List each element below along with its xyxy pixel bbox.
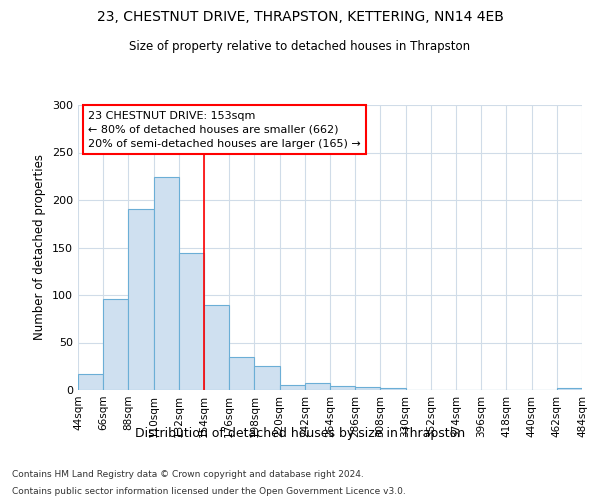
Y-axis label: Number of detached properties: Number of detached properties [34,154,46,340]
Text: 23 CHESTNUT DRIVE: 153sqm
← 80% of detached houses are smaller (662)
20% of semi: 23 CHESTNUT DRIVE: 153sqm ← 80% of detac… [88,110,361,148]
Bar [103,299,128,390]
Bar [254,366,280,390]
Bar [355,387,380,390]
Bar [78,374,103,390]
Bar [280,385,305,390]
Bar [557,388,582,390]
Bar [229,357,254,390]
Text: 23, CHESTNUT DRIVE, THRAPSTON, KETTERING, NN14 4EB: 23, CHESTNUT DRIVE, THRAPSTON, KETTERING… [97,10,503,24]
Text: Size of property relative to detached houses in Thrapston: Size of property relative to detached ho… [130,40,470,53]
Bar [330,386,355,390]
Bar [204,304,229,390]
Bar [380,388,406,390]
Text: Contains public sector information licensed under the Open Government Licence v3: Contains public sector information licen… [12,488,406,496]
Bar [128,208,154,390]
Text: Contains HM Land Registry data © Crown copyright and database right 2024.: Contains HM Land Registry data © Crown c… [12,470,364,479]
Bar [305,384,330,390]
Bar [154,177,179,390]
Bar [179,253,204,390]
Text: Distribution of detached houses by size in Thrapston: Distribution of detached houses by size … [135,428,465,440]
